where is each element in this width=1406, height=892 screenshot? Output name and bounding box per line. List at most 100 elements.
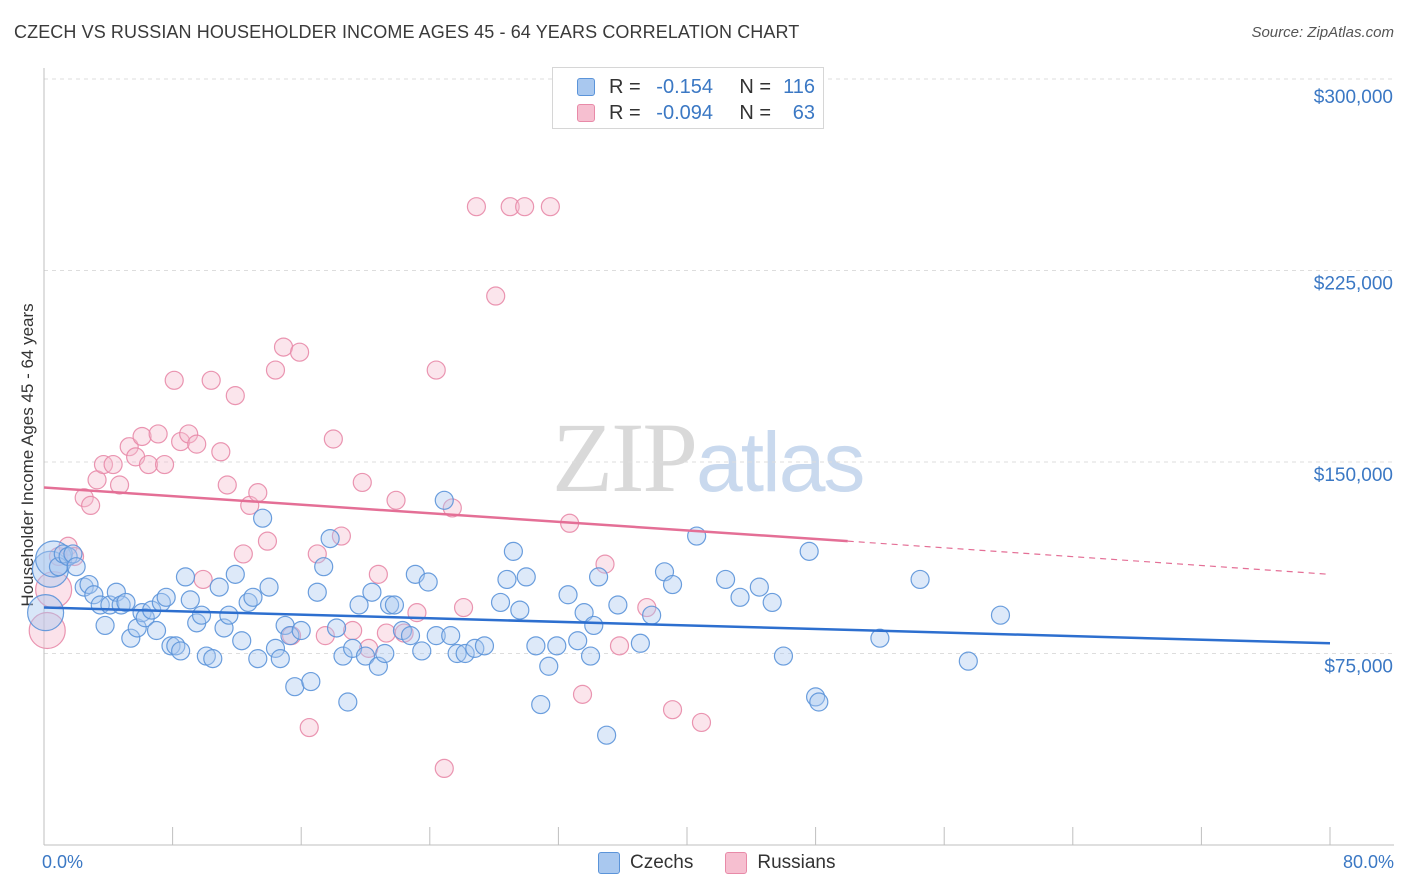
russian-point — [442, 498, 462, 518]
czech-point — [95, 615, 115, 636]
legend-row-czechs: R = -0.154 N = 116 — [577, 75, 815, 99]
czech-point — [84, 585, 104, 605]
russian-point — [500, 197, 520, 217]
czech-point — [510, 600, 530, 620]
grid-lines — [44, 78, 1394, 654]
czech-point — [203, 649, 223, 669]
czech-point — [232, 631, 252, 651]
czech-point — [642, 605, 662, 625]
russian-point — [138, 454, 159, 475]
russian-point — [171, 431, 191, 452]
czech-point — [349, 595, 369, 615]
czech-point — [958, 651, 978, 671]
czech-point — [749, 577, 769, 597]
czech-point — [910, 569, 930, 590]
russian-point — [540, 197, 560, 217]
czech-point — [214, 618, 234, 638]
r-value: -0.154 — [656, 75, 713, 98]
czech-point — [526, 636, 546, 656]
czech-point — [558, 585, 578, 605]
czechs-legend-label: Czechs — [630, 852, 694, 873]
czech-point — [773, 646, 794, 666]
czech-point — [66, 557, 86, 577]
czech-point — [63, 544, 83, 564]
czech-point — [171, 641, 191, 661]
czech-point — [135, 608, 155, 628]
czech-point — [400, 626, 421, 646]
russian-point — [225, 386, 245, 406]
czech-point — [990, 605, 1011, 625]
source-label: Source: ZipAtlas.com — [1251, 24, 1394, 41]
correlation-legend: R = -0.154 N = 116 R = -0.094 N = 63 — [552, 67, 824, 129]
russian-point — [211, 442, 231, 462]
n-value: 116 — [783, 75, 815, 98]
russian-point — [265, 360, 286, 380]
series-legend: Czechs Russians — [598, 852, 868, 874]
russian-point — [148, 424, 168, 444]
russian-point — [187, 434, 207, 454]
russian-point — [466, 197, 487, 217]
czech-point — [307, 582, 327, 602]
czech-point — [412, 641, 432, 661]
russian-point — [81, 495, 101, 516]
czech-point — [608, 595, 628, 615]
czech-point — [434, 490, 454, 510]
n-label: N = — [739, 75, 771, 98]
czech-point — [259, 577, 279, 597]
x-tick-label-min: 0.0% — [42, 852, 84, 872]
czech-point — [870, 628, 890, 648]
czech-point — [225, 564, 245, 584]
russian-point — [486, 286, 506, 306]
russian-point — [179, 424, 199, 444]
x-tick-label-max: 80.0% — [1342, 852, 1394, 872]
n-value: 63 — [792, 101, 815, 124]
russian-point — [315, 626, 335, 646]
russian-point — [93, 454, 114, 475]
watermark-zip: ZIP — [552, 402, 698, 513]
czechs-points — [27, 490, 1011, 745]
czech-point — [333, 646, 353, 666]
czech-point — [662, 574, 683, 595]
czech-point — [580, 646, 601, 666]
czech-point — [209, 577, 229, 597]
russian-point — [352, 472, 372, 493]
czechs-trendline — [43, 606, 1331, 645]
russian-point — [515, 197, 535, 217]
czech-point — [516, 567, 536, 587]
czech-point — [584, 615, 604, 636]
legend-item-czechs: Czechs — [598, 852, 693, 874]
czech-point — [441, 626, 461, 646]
czech-point — [326, 618, 347, 638]
czech-point — [547, 636, 567, 656]
russian-point — [386, 490, 406, 510]
russian-point — [343, 620, 363, 641]
czech-point — [568, 631, 588, 651]
czech-point — [799, 541, 819, 561]
y-tick-label: $300,000 — [1314, 87, 1393, 108]
czech-point — [474, 636, 495, 656]
czech-point — [338, 692, 358, 712]
russians-legend-swatch — [725, 852, 748, 874]
r-label: R = — [609, 101, 641, 124]
y-tick-labels: $75,000 $150,000 $225,000 $300,000 — [1314, 87, 1393, 678]
legend-item-russians: Russians — [725, 852, 836, 874]
axes — [43, 68, 1394, 846]
russian-point — [257, 531, 278, 551]
russian-point — [426, 360, 446, 380]
russian-point — [299, 717, 319, 738]
russian-point — [609, 636, 630, 656]
russian-point — [132, 426, 152, 447]
russian-point — [154, 454, 175, 475]
czech-point — [805, 687, 826, 707]
czech-point — [191, 605, 212, 625]
czech-point — [301, 671, 321, 692]
russian-point — [109, 475, 130, 495]
russian-point — [201, 370, 221, 390]
czech-point — [161, 636, 181, 656]
czech-point — [280, 626, 300, 646]
czech-point — [715, 569, 736, 590]
czech-point — [314, 557, 334, 577]
trendlines — [43, 486, 1331, 645]
czech-point — [455, 643, 475, 664]
